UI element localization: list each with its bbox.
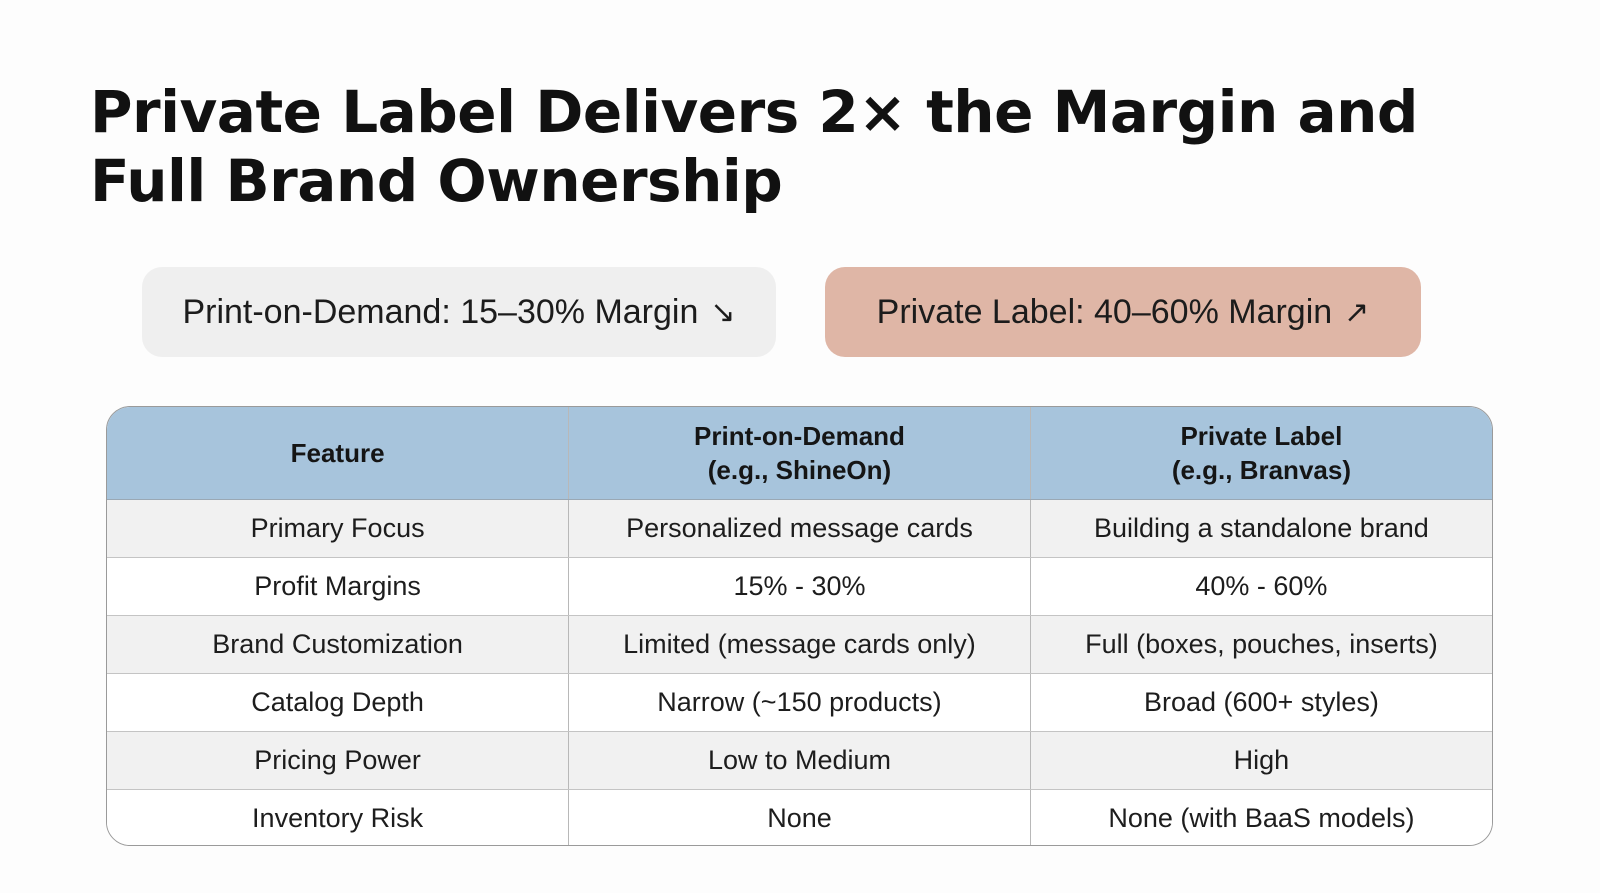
header-print-on-demand: Print-on-Demand (e.g., ShineOn) <box>568 407 1031 500</box>
slide-title: Private Label Delivers 2× the Margin and… <box>90 78 1418 215</box>
table-row: Inventory Risk None None (with BaaS mode… <box>107 789 1492 845</box>
header-pod-example: (e.g., ShineOn) <box>707 454 892 485</box>
pod-cell: None <box>568 789 1031 845</box>
feature-cell: Catalog Depth <box>107 673 570 732</box>
pod-margin-label: Print-on-Demand: 15–30% Margin <box>182 292 699 331</box>
private-label-cell: Full (boxes, pouches, inserts) <box>1030 615 1492 674</box>
private-label-cell: None (with BaaS models) <box>1108 802 1415 833</box>
table-row: Pricing Power Low to Medium High <box>107 731 1492 790</box>
pod-margin-badge: Print-on-Demand: 15–30% Margin ↘ <box>142 267 776 357</box>
header-feature: Feature <box>107 407 570 500</box>
table-row: Catalog Depth Narrow (~150 products) Bro… <box>107 673 1492 732</box>
private-label-margin-label: Private Label: 40–60% Margin <box>876 292 1333 331</box>
private-label-margin-badge: Private Label: 40–60% Margin ↗ <box>825 267 1421 357</box>
private-label-cell: High <box>1030 731 1492 790</box>
private-label-cell: Building a standalone brand <box>1030 499 1492 558</box>
table-row: Primary Focus Personalized message cards… <box>107 499 1492 558</box>
private-label-cell: 40% - 60% <box>1030 557 1492 616</box>
pod-cell: Narrow (~150 products) <box>568 673 1031 732</box>
table-row: Profit Margins 15% - 30% 40% - 60% <box>107 557 1492 616</box>
header-feature-label: Feature <box>290 437 385 468</box>
feature-cell: Pricing Power <box>107 731 570 790</box>
header-private-label: Private Label (e.g., Branvas) <box>1030 407 1492 500</box>
comparison-table: Feature Print-on-Demand (e.g., ShineOn) … <box>106 406 1493 846</box>
table-row: Brand Customization Limited (message car… <box>107 615 1492 674</box>
pod-cell: Low to Medium <box>568 731 1031 790</box>
pod-cell: Personalized message cards <box>568 499 1031 558</box>
header-pl-label: Private Label <box>1180 420 1343 451</box>
header-pl-example: (e.g., Branvas) <box>1171 454 1351 485</box>
table-header-row: Feature Print-on-Demand (e.g., ShineOn) … <box>107 407 1492 500</box>
arrow-down-right-icon: ↘ <box>710 294 736 330</box>
private-label-cell: Broad (600+ styles) <box>1030 673 1492 732</box>
header-pod-label: Print-on-Demand <box>694 420 905 451</box>
feature-cell: Brand Customization <box>107 615 570 674</box>
pod-cell: Limited (message cards only) <box>568 615 1031 674</box>
pod-cell: 15% - 30% <box>568 557 1031 616</box>
arrow-up-right-icon: ↗ <box>1344 294 1370 330</box>
feature-cell: Primary Focus <box>107 499 570 558</box>
feature-cell: Profit Margins <box>107 557 570 616</box>
feature-cell: Inventory Risk <box>107 789 570 845</box>
